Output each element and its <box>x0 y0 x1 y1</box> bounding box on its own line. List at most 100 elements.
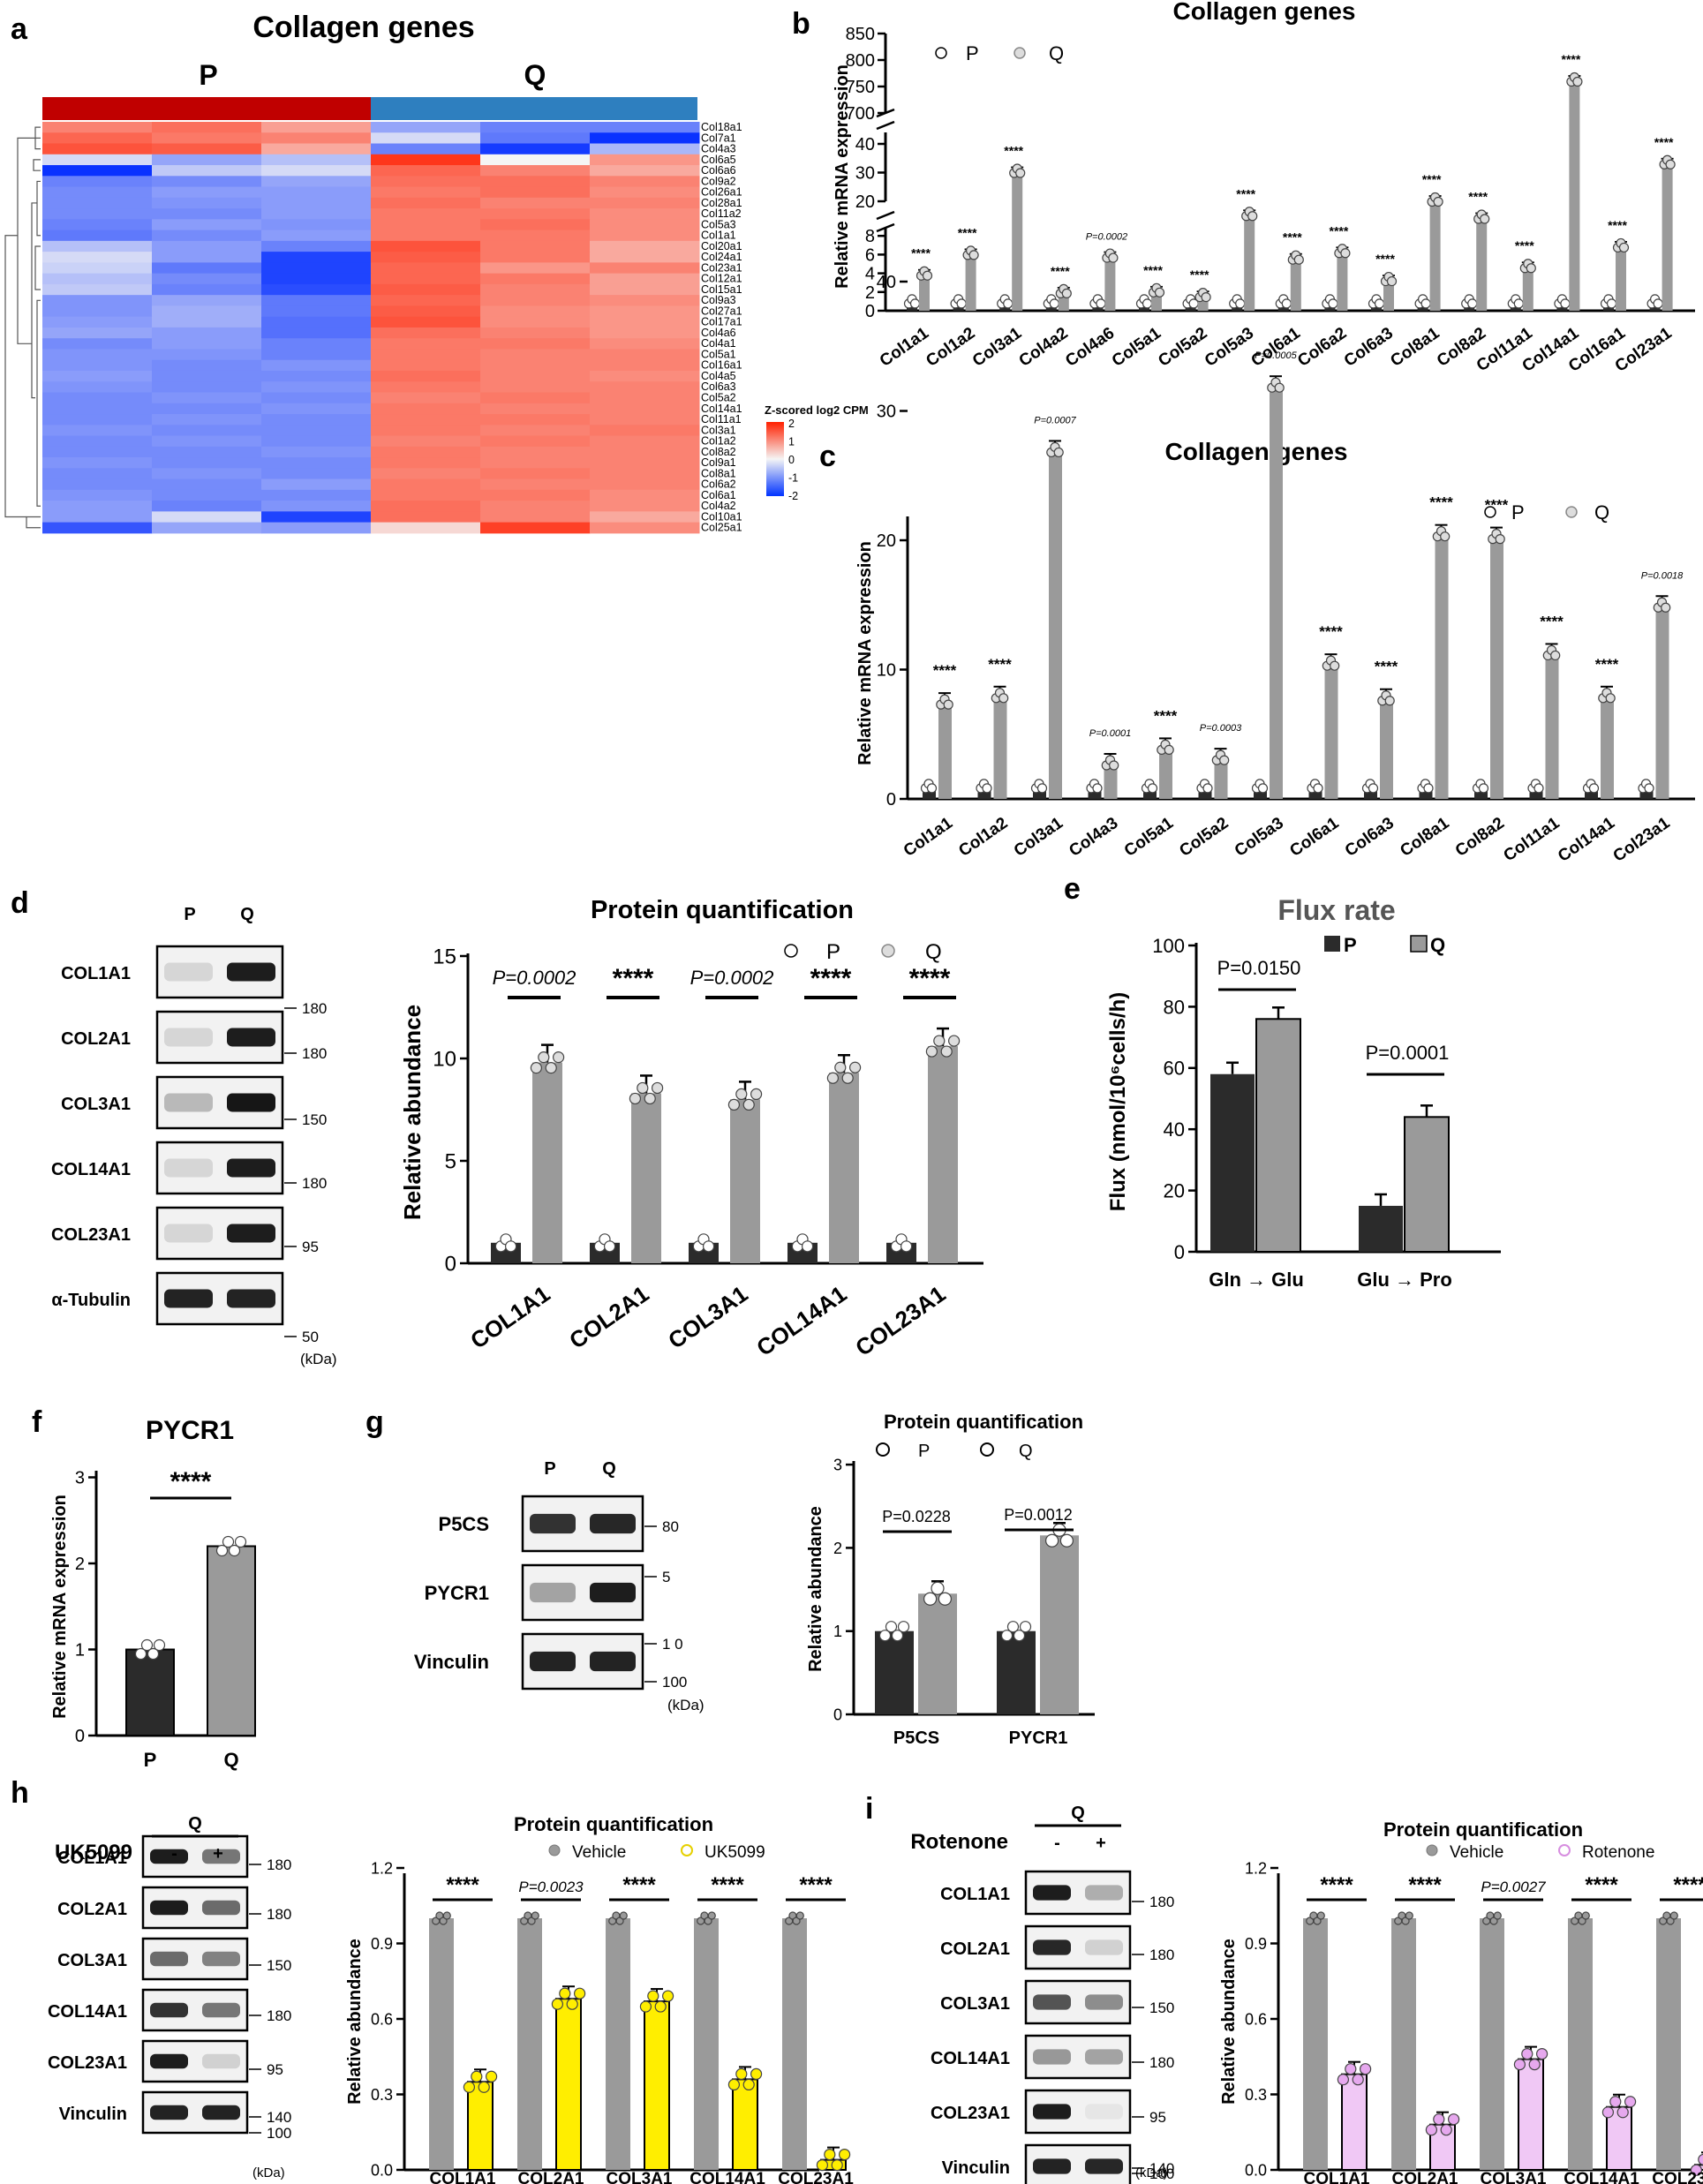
heatmap-cell <box>590 240 700 252</box>
heatmap-cell <box>152 468 262 480</box>
data-point <box>1513 2059 1526 2071</box>
data-point <box>1059 1533 1074 1548</box>
x-category-label: COL3A1 <box>663 1280 752 1353</box>
x-category-label: Col5a3 <box>1232 814 1287 861</box>
heatmap-cell <box>480 186 591 199</box>
heatmap-cell <box>371 457 481 469</box>
panel-d-letter: d <box>11 886 29 920</box>
blot-row-label: P5CS <box>439 1513 489 1535</box>
heatmap-cell <box>42 252 153 263</box>
data-point <box>639 2000 652 2013</box>
legend-p-marker <box>876 1442 890 1457</box>
heatmap-cell <box>42 511 153 523</box>
significance: **** <box>1429 494 1453 511</box>
heatmap-cell <box>480 252 591 263</box>
bar-q <box>1380 697 1393 799</box>
heatmap-cell <box>42 489 153 501</box>
heatmap-cell <box>371 295 481 306</box>
heatmap-cell <box>152 414 262 426</box>
bar-vehicle <box>606 1918 630 2170</box>
heatmap-cell <box>480 501 591 512</box>
mw-marker: 5 <box>662 1569 670 1585</box>
blot-row-label: COL2A1 <box>940 1939 1010 1959</box>
heatmap-cell <box>371 305 481 318</box>
significance: **** <box>1540 613 1564 629</box>
heatmap-cell <box>590 295 700 306</box>
heatmap-cell <box>590 435 700 448</box>
x-category-label: Q <box>223 1749 238 1771</box>
legend-q-marker <box>1565 506 1578 518</box>
bar-q <box>1522 267 1533 311</box>
heatmap-cell <box>152 349 262 361</box>
data-point <box>504 1240 517 1253</box>
heatmap-cell <box>371 186 481 199</box>
g-y-tick-label: 0 <box>833 1706 842 1723</box>
data-point <box>841 1072 854 1084</box>
heatmap-cell <box>152 511 262 523</box>
bar-p <box>125 1648 175 1736</box>
y-tick-label: 800 <box>846 51 875 71</box>
gene-label: Col6a1 <box>701 489 736 501</box>
heatmap-cell <box>261 392 372 404</box>
legend-vehicle: Vehicle <box>1450 1843 1503 1862</box>
heatmap-cell <box>480 176 591 188</box>
significance: **** <box>446 1873 479 1897</box>
panel-d-title: Protein quantification <box>591 896 854 924</box>
heatmap-cell <box>371 240 481 252</box>
heatmap-cell <box>42 338 153 350</box>
c-y-tick-label: 0 <box>886 790 896 810</box>
legend-treatment: UK5099 <box>705 1843 765 1862</box>
bar-treatment <box>555 1998 582 2171</box>
blot-band <box>1033 1939 1071 1955</box>
heatmap-cell <box>371 316 481 328</box>
pi-y-tick-label: 0.3 <box>1245 2086 1267 2104</box>
gene-label: Col8a1 <box>701 467 736 479</box>
bar-q <box>918 1593 957 1714</box>
bar-vehicle <box>517 1918 542 2170</box>
y-tick-label: 0 <box>865 302 875 321</box>
heatmap-cell <box>480 305 591 318</box>
data-point <box>566 1998 578 2010</box>
y-axis-title: Relative abundance <box>399 1005 426 1220</box>
heatmap-cell <box>371 338 481 350</box>
mw-marker: 95 <box>302 1239 319 1255</box>
panel-b-letter: b <box>792 7 810 41</box>
heatmap-cell <box>42 414 153 426</box>
heatmap-cell <box>371 262 481 275</box>
heatmap-cell <box>261 122 372 133</box>
data-point <box>891 1630 904 1642</box>
blot-band <box>227 1093 275 1112</box>
heatmap-cell <box>590 359 700 372</box>
lane-label: + <box>213 1844 223 1864</box>
heatmap-cell <box>261 154 372 166</box>
heatmap-cell <box>590 262 700 275</box>
heatmap-cell <box>371 501 481 512</box>
gene-label: Col15a1 <box>701 283 742 296</box>
bar-q <box>1159 747 1172 799</box>
bar-treatment <box>1518 2058 1544 2172</box>
heatmap-cell <box>371 522 481 534</box>
panel-h: h COL1A1 COL2A1 COL3A1 COL14A1 COL23A1 Vincul… <box>11 1776 854 2184</box>
heatmap-cell <box>42 370 153 382</box>
significance: **** <box>1375 252 1395 266</box>
axis-break <box>876 222 895 233</box>
g-y-tick-label: 2 <box>833 1540 842 1557</box>
heatmap-cell <box>480 468 591 480</box>
heatmap-cell <box>261 273 372 285</box>
heatmap-cell <box>371 154 481 166</box>
data-point <box>1653 298 1663 309</box>
heatmap-cell <box>590 425 700 437</box>
data-point <box>134 1647 147 1661</box>
heatmap-cell <box>42 478 153 491</box>
bar-q <box>1290 259 1301 311</box>
heatmap-cell <box>152 208 262 220</box>
x-category-label: Gln → Glu <box>1209 1269 1304 1291</box>
heatmap-cell <box>590 283 700 296</box>
bar-q <box>1270 385 1283 799</box>
data-point <box>1423 783 1434 794</box>
significance: **** <box>1408 1873 1442 1897</box>
data-point <box>1384 696 1395 706</box>
data-point <box>1440 531 1451 542</box>
x-category-label: Col4a2 <box>1016 324 1072 371</box>
data-point <box>968 250 979 260</box>
